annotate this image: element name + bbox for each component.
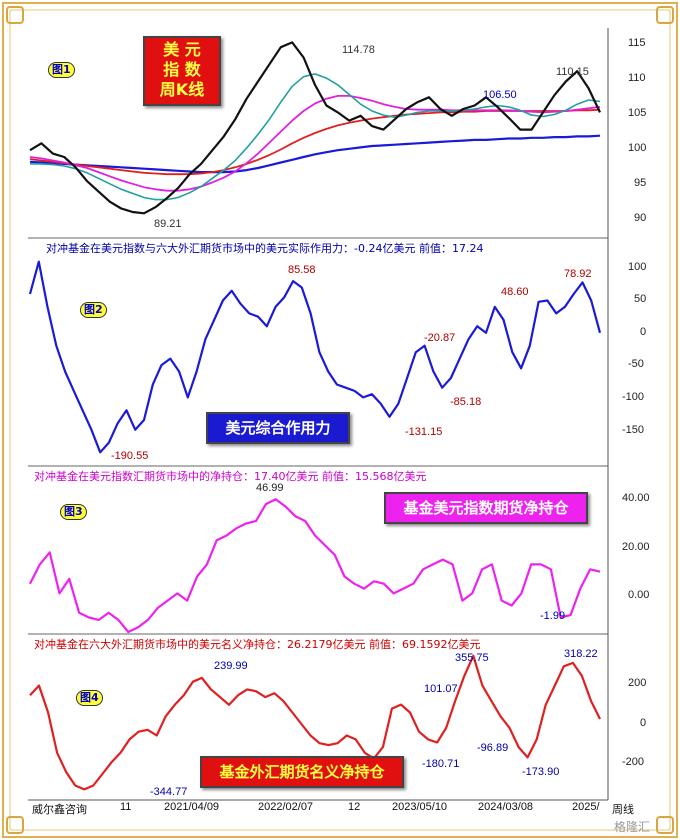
panel3-ytick-0: 0.00 [628,589,650,601]
panel4-lines [29,654,601,791]
dollar-index-price-line [29,41,601,215]
panel3-ytick-20: 20.00 [622,541,650,553]
panel2-label-e: 78.92 [564,268,592,280]
panel1-title-line2: 指 数 [163,60,201,79]
panel2-ytick-100: 100 [628,261,647,273]
panel1-label-recent: 110.15 [556,66,589,78]
panel1-title-line1: 美 元 [163,40,201,59]
panel1-lines [29,41,601,215]
panel2-ytick-m150: -150 [622,424,645,436]
panel2-badge: 图2 [80,302,107,318]
panel2-ytick-m50: -50 [628,358,644,370]
xtick-0: 11 [120,801,132,813]
panel3-label-peak: 46.99 [256,482,284,494]
panel1-label-peak: 114.78 [342,44,375,56]
panel1-ytick-110: 110 [628,72,646,84]
panel4-label-d: 355.75 [455,652,489,664]
corner-ornament-tl [6,6,24,24]
panel4-ytick-m200: -200 [622,756,645,768]
panel4-title-box: 基金外汇期货名义净持仓 [200,756,404,788]
panel3-position-line [29,498,601,634]
ma-red-line [29,108,601,176]
panel3-title-box: 基金美元指数期货净持仓 [384,492,588,524]
footer-watermark: 格隆汇 [614,820,651,834]
footer-period: 周线 [612,804,634,816]
panel2-label-peak: 85.58 [288,264,316,276]
panel4-label-peak1: 239.99 [214,660,248,672]
panel2-ytick-0: 0 [640,326,647,338]
footer-source: 威尔鑫咨询 [32,804,87,816]
panel1-badge: 图1 [48,62,75,78]
panel4-badge: 图4 [76,690,103,706]
panel1-title-box: 美 元 指 数 周K线 [143,36,221,106]
corner-ornament-bl [6,816,24,834]
ma-cyan-line [30,73,601,201]
panel2-ytick-50: 50 [634,293,647,305]
xtick-2: 2022/02/07 [258,801,314,813]
xtick-6: 2025/ [572,801,600,813]
panel2-force-line [28,260,602,454]
panel4-nominal-line [29,654,601,791]
panel4-label-e: -173.90 [522,766,560,778]
panel1-label-mid: 106.50 [483,89,517,101]
ma-blue-line [29,134,601,174]
panel4-header: 对冲基金在六大外汇期货市场中的美元名义净持仓：26.2179亿美元 前值：69.… [34,638,481,651]
panel1-ytick-95: 95 [634,177,647,189]
panel4-label-low: -344.77 [150,786,188,798]
panel3-header: 对冲基金在美元指数汇期货市场中的净持仓：17.40亿美元 前值：15.568亿美… [34,470,427,483]
panel2-label-d: 48.60 [501,286,529,298]
panel2-label-c: -131.15 [405,426,443,438]
xtick-4: 2023/05/10 [392,801,448,813]
panel4-ytick-0: 0 [640,717,647,729]
xtick-3: 12 [348,801,361,813]
panel2-label-low: -190.55 [111,450,149,462]
panel4-label-c: -96.89 [477,742,509,754]
panel1-ytick-115: 115 [628,37,646,49]
panel3-badge: 图3 [60,504,87,520]
panel2-lines [28,260,602,454]
panel4-ytick-200: 200 [628,677,647,689]
panel2-label-a: -20.87 [424,332,456,344]
corner-ornament-br [656,816,674,834]
panel3-ytick-40: 40.00 [622,492,650,504]
xtick-5: 2024/03/08 [478,801,534,813]
xtick-1: 2021/04/09 [164,801,220,813]
ma-magenta-line [29,95,601,192]
panel4-label-a: 101.07 [424,683,458,695]
panel1-ytick-105: 105 [628,107,647,119]
panel2-header: 对冲基金在美元指数与六大外汇期货市场中的美元实际作用力：-0.24亿美元 前值：… [46,242,484,255]
panel2-title-box: 美元综合作用力 [206,412,350,444]
panel4-label-b: -180.71 [422,758,460,770]
panel1-ytick-100: 100 [628,142,647,154]
panel3-label-low: -1.99 [540,610,566,622]
panel1-ytick-90: 90 [634,212,647,224]
panel4-label-f: 318.22 [564,648,598,660]
panel1-label-low: 89.21 [154,218,182,230]
panel2-ytick-m100: -100 [622,391,645,403]
panel3-lines [29,498,601,634]
panel1-title-line3: 周K线 [159,80,205,99]
panel2-label-b: -85.18 [450,396,482,408]
corner-ornament-tr [656,6,674,24]
